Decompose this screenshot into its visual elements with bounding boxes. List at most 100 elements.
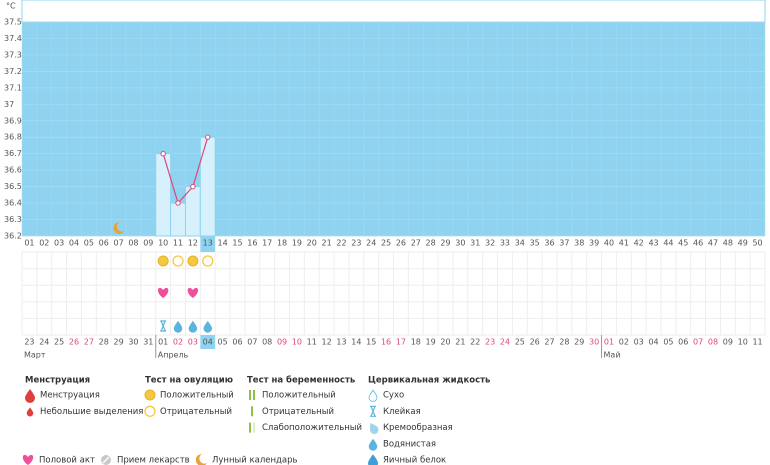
drop — [25, 389, 35, 403]
date-label: 20 — [440, 338, 450, 347]
drop — [173, 320, 183, 333]
x-tick-label: 33 — [500, 239, 510, 248]
icon-heart — [22, 454, 34, 465]
x-tick-label: 16 — [247, 239, 257, 248]
x-tick-label: 35 — [530, 239, 540, 248]
x-tick-label: 08 — [128, 239, 138, 248]
date-label: 26 — [69, 338, 79, 347]
legend-label: Менструация — [40, 391, 100, 401]
bar — [251, 406, 253, 417]
bar — [253, 422, 255, 433]
x-tick-label: 19 — [292, 239, 302, 248]
date-label: 16 — [381, 338, 391, 347]
icon-creamy — [370, 423, 379, 435]
x-tick-label: 02 — [39, 239, 49, 248]
date-label: 07 — [693, 338, 703, 347]
x-tick-label: 30 — [455, 239, 465, 248]
x-tick-label: 25 — [381, 239, 391, 248]
heart — [187, 287, 199, 298]
icon-watery — [368, 438, 378, 451]
date-label: 17 — [396, 338, 406, 347]
x-tick-label: 31 — [470, 239, 480, 248]
date-label: 28 — [99, 338, 109, 347]
heart — [157, 287, 169, 298]
plot-top — [21, 0, 766, 23]
circle — [157, 255, 169, 267]
y-tick-label: 37.4 — [4, 34, 22, 43]
icon-menstruation — [25, 389, 35, 403]
date-label: 14 — [351, 338, 361, 347]
month-label: Март — [24, 351, 46, 360]
temp-column — [199, 136, 216, 237]
x-tick-label: 41 — [619, 239, 629, 248]
x-tick-label: 27 — [411, 239, 421, 248]
x-tick-label: 17 — [262, 239, 272, 248]
moon — [113, 221, 125, 234]
x-tick-label: 07 — [113, 239, 123, 248]
x-tick-label: 44 — [663, 239, 673, 248]
x-tick-label: 14 — [218, 239, 228, 248]
legend-title: Цервикальная жидкость — [368, 376, 490, 386]
y-tick-label: 36.8 — [4, 133, 22, 142]
icon-moon — [113, 221, 125, 234]
date-label: 05 — [218, 338, 228, 347]
legend-label: Положительный — [262, 391, 336, 401]
legend-label: Сухо — [383, 391, 404, 401]
x-tick-label: 12 — [188, 239, 198, 248]
month-label: Апрель — [158, 351, 189, 360]
month-label: Май — [604, 351, 621, 360]
date-label: 31 — [143, 338, 153, 347]
x-tick-label: 15 — [232, 239, 242, 248]
date-label: 27 — [544, 338, 554, 347]
selected-day — [200, 236, 216, 252]
date-label: 10 — [738, 338, 748, 347]
legend-title: Менструация — [25, 376, 90, 386]
icon-sticky — [370, 405, 376, 417]
icon-eggwhite — [368, 454, 378, 465]
date-label: 13 — [336, 338, 346, 347]
legend-label: Положительный — [160, 391, 234, 401]
x-tick-label: 10 — [158, 239, 168, 248]
date-label: 27 — [84, 338, 94, 347]
date-label: 06 — [232, 338, 242, 347]
icon-negative — [144, 405, 156, 417]
x-tick-label: 34 — [515, 239, 525, 248]
x-tick-label: 29 — [440, 239, 450, 248]
x-tick-label: 22 — [336, 239, 346, 248]
drop — [368, 454, 378, 465]
icon-positive — [144, 389, 156, 401]
x-tick-label: 48 — [723, 239, 733, 248]
circle — [187, 255, 199, 267]
date-label: 01 — [158, 338, 168, 347]
icon-preg-weak — [249, 422, 255, 433]
y-tick-label: 37.2 — [4, 67, 22, 76]
temp-point — [175, 200, 181, 206]
icon-preg-positive — [249, 390, 255, 400]
bar — [249, 390, 251, 400]
icon-heart — [157, 287, 169, 298]
temp-line — [162, 137, 209, 205]
legend-label: Яичный белок — [383, 456, 446, 465]
y-tick-label: 36.2 — [4, 232, 22, 241]
temp-column — [155, 153, 172, 237]
date-label: 11 — [752, 338, 762, 347]
x-tick-label: 20 — [307, 239, 317, 248]
drop — [26, 407, 34, 417]
legend-label: Половой акт — [39, 456, 95, 465]
y-tick-label: 36.3 — [4, 215, 22, 224]
x-tick-label: 04 — [69, 239, 79, 248]
legend-title: Тест на овуляцию — [145, 376, 233, 386]
x-tick-label: 49 — [738, 239, 748, 248]
y-tick-label: 36.6 — [4, 166, 22, 175]
legend-title: Тест на беременность — [247, 375, 355, 386]
legend-label: Кремообразная — [383, 423, 453, 433]
icon-negative — [202, 255, 214, 267]
x-tick-label: 09 — [143, 239, 153, 248]
circle — [144, 389, 156, 401]
date-label: 01 — [604, 338, 614, 347]
icon-preg-negative — [251, 406, 253, 417]
x-tick-label: 46 — [693, 239, 703, 248]
x-tick-label: 21 — [322, 239, 332, 248]
x-tick-label: 18 — [277, 239, 287, 248]
